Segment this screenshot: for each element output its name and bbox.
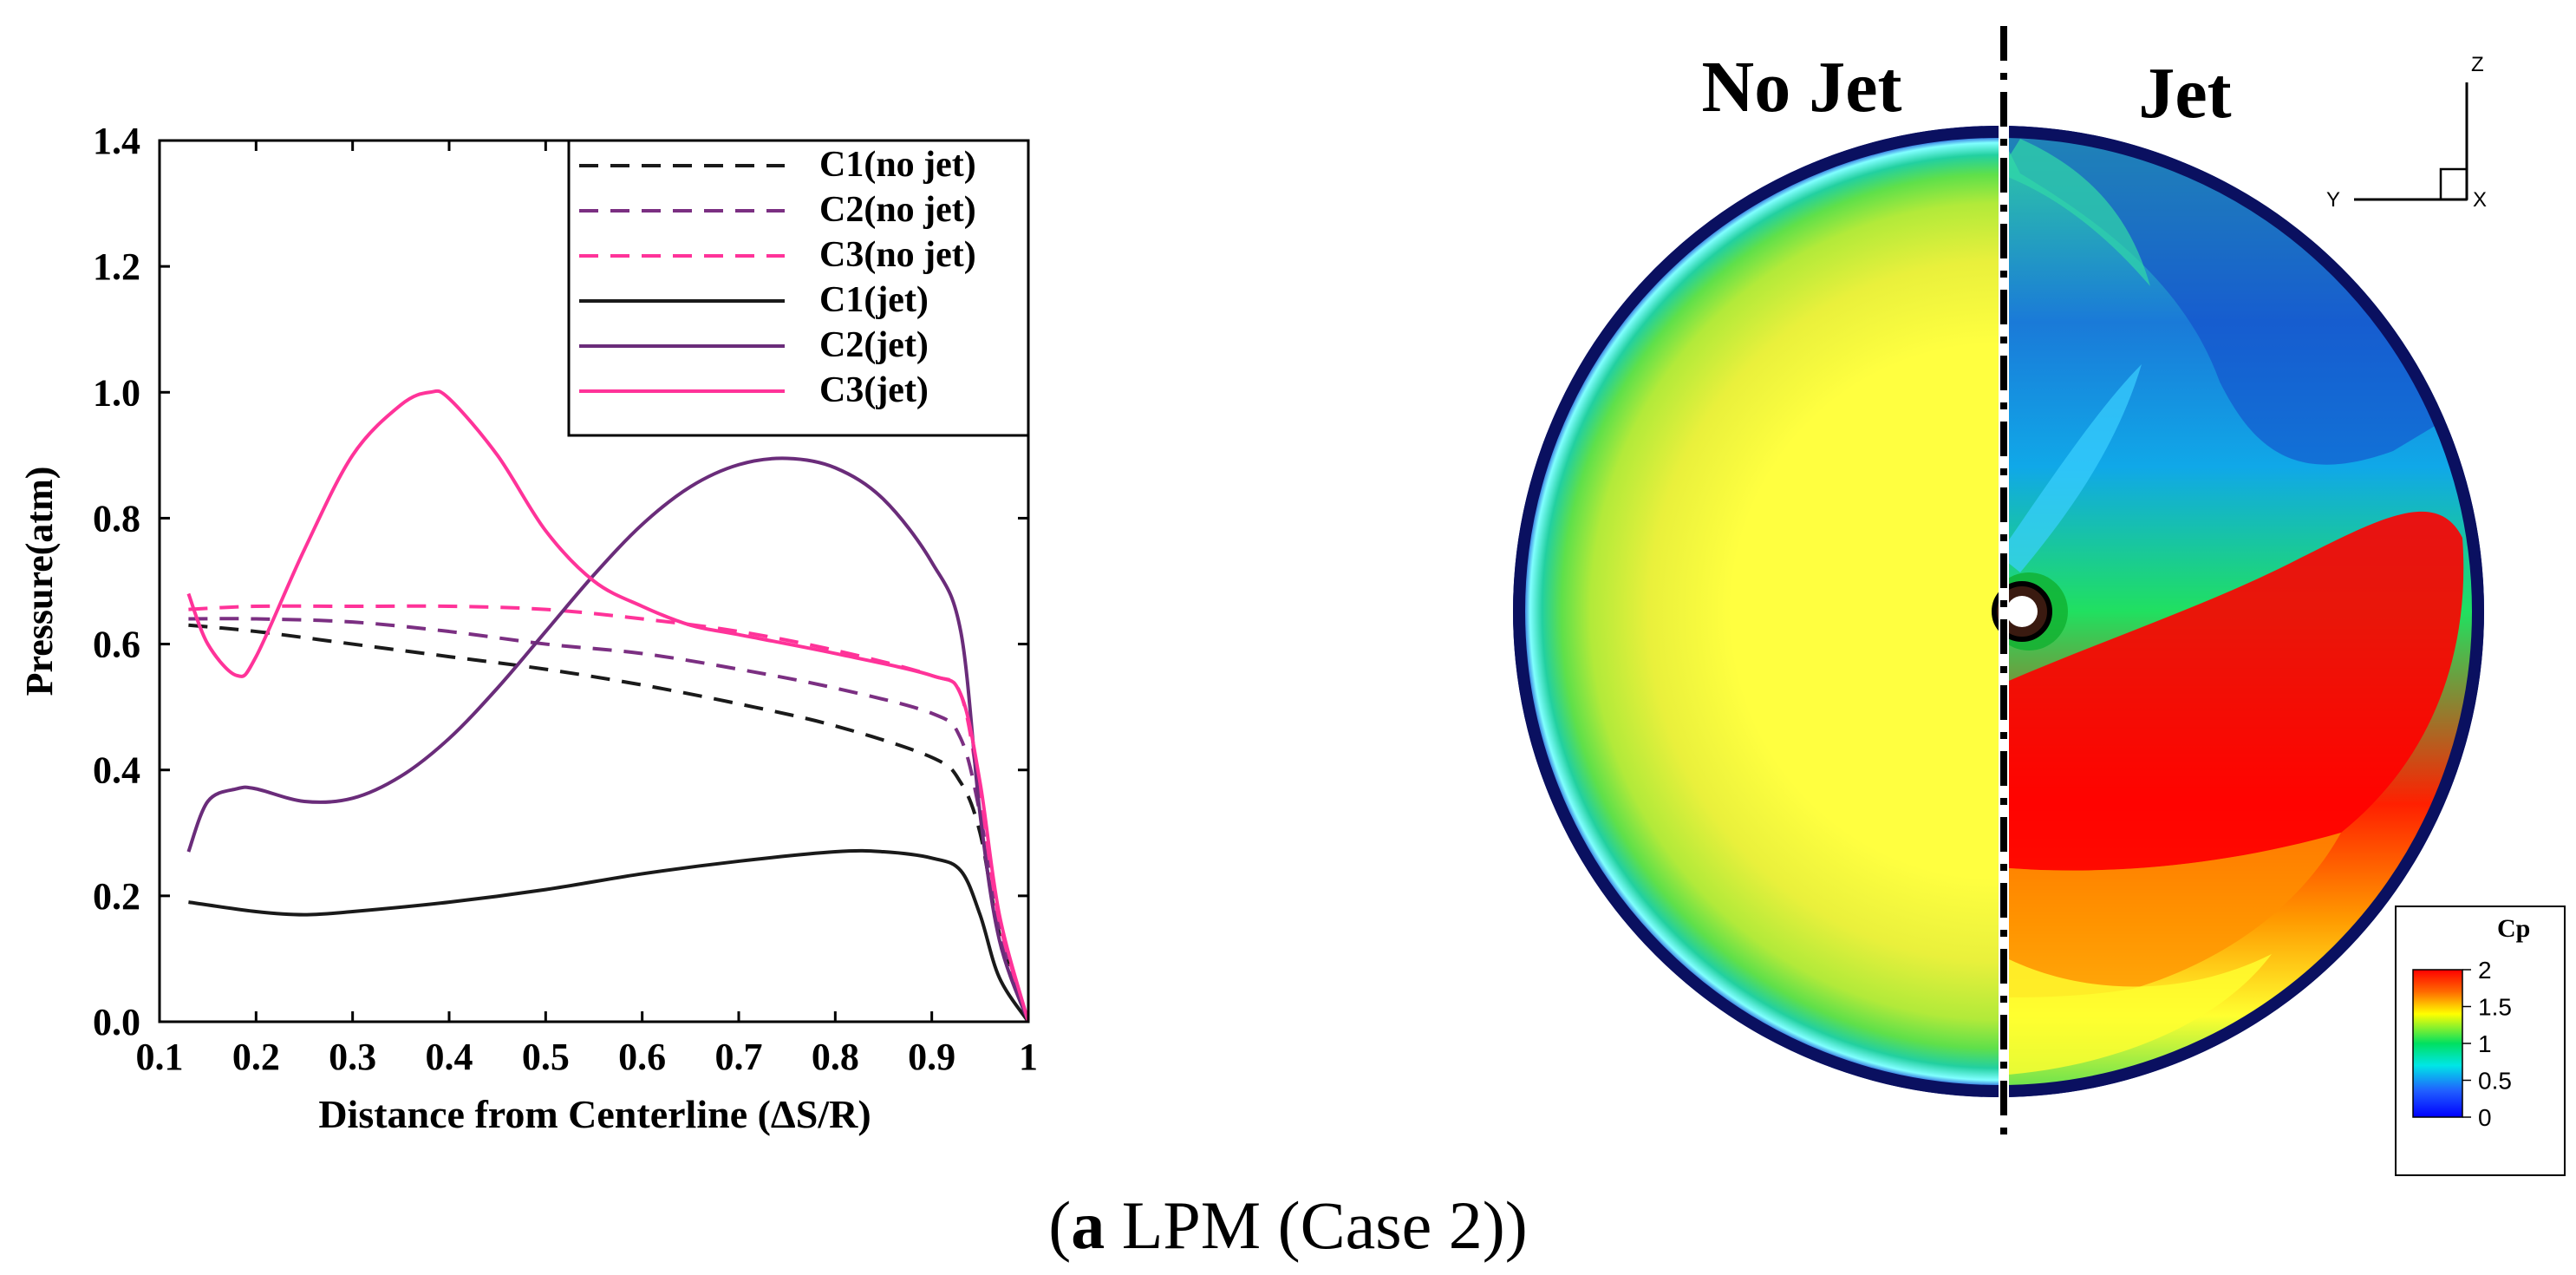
- y-tick-label: 0.6: [93, 624, 140, 666]
- colorbar-tick-label: 1: [2478, 1030, 2492, 1057]
- legend-label-c3-jet: C3(jet): [819, 370, 929, 410]
- series-line-c1-no-jet: [188, 623, 1028, 1022]
- y-axis-triad-label: Y: [2326, 188, 2340, 212]
- x-tick-label: 0.3: [329, 1036, 376, 1078]
- y-tick-label: 0.2: [93, 875, 140, 918]
- y-tick-label: 1.2: [93, 245, 140, 288]
- caption-letter: a: [1071, 1187, 1105, 1263]
- y-axis-label: Pressure(atm): [18, 467, 61, 696]
- series-layer: [186, 389, 1028, 1022]
- tick-layer: 0.1 0.2 0.3 0.4 0.5 0.6 0.7 0.8 0.9 1 0.0 0.2 0.4 0.6…: [93, 120, 1038, 1078]
- y-tick-label: 0.4: [93, 749, 140, 792]
- colorbar-title: Cp: [2497, 914, 2530, 943]
- x-tick-label: 0.7: [715, 1036, 763, 1078]
- legend-label-c3-no-jet: C3(no jet): [819, 235, 976, 275]
- legend-label-c2-no-jet: C2(no jet): [819, 190, 976, 230]
- x-tick-label: 0.4: [426, 1036, 473, 1078]
- legend-label-c1-no-jet: C1(no jet): [819, 145, 976, 185]
- y-tick-label: 0.0: [93, 1001, 140, 1043]
- axis-triad: Z Y X: [2326, 53, 2487, 212]
- figure-caption: (a LPM (Case 2)): [1048, 1187, 1528, 1263]
- y-tick-label: 0.8: [93, 497, 140, 539]
- legend: C1(no jet) C2(no jet) C3(no jet) C1(jet) C2(…: [567, 139, 1030, 437]
- line-chart: 0.1 0.2 0.3 0.4 0.5 0.6 0.7 0.8 0.9 1 0.0 0.2 0.4 0.6…: [18, 120, 1038, 1136]
- y-tick-label: 1.4: [93, 120, 140, 162]
- x-tick-label: 0.9: [908, 1036, 955, 1078]
- series-line-c3-jet: [186, 389, 1028, 1022]
- jet-label: Jet: [2138, 53, 2231, 134]
- x-tick-label: 1: [1019, 1036, 1038, 1078]
- series-line-c2-jet: [186, 456, 1028, 1022]
- legend-label-c2-jet: C2(jet): [819, 325, 929, 365]
- colorbar-tick-label: 1.5: [2478, 994, 2512, 1021]
- legend-items: C1(no jet) C2(no jet) C3(no jet) C1(jet) C2(…: [579, 145, 976, 410]
- series-line-c1-jet: [188, 848, 1028, 1022]
- colorbar-legend: Cp 2 1.5 1 0.5 0: [2395, 906, 2566, 1176]
- x-tick-label: 0.1: [136, 1036, 184, 1078]
- x-tick-label: 0.6: [618, 1036, 666, 1078]
- no-jet-label: No Jet: [1702, 47, 1902, 128]
- x-tick-label: 0.5: [522, 1036, 570, 1078]
- colorbar-gradient: [2412, 969, 2463, 1118]
- x-tick-label: 0.2: [232, 1036, 280, 1078]
- x-axis-triad-label: X: [2473, 188, 2487, 212]
- colorbar-tick-label: 0: [2478, 1104, 2492, 1131]
- colorbar-tick-label: 2: [2478, 957, 2492, 984]
- x-axis-label: Distance from Centerline (ΔS/R): [318, 1092, 871, 1136]
- x-tick-label: 0.8: [812, 1036, 859, 1078]
- jet-hole-inner: [2006, 596, 2038, 627]
- cp-contour-plot: No Jet Jet Z Y X Cp 2 1.5 1 0.5 0: [1439, 26, 2566, 1180]
- z-axis-label: Z: [2471, 53, 2484, 76]
- legend-box: [567, 139, 1030, 437]
- caption-text: LPM (Case 2): [1105, 1187, 1505, 1263]
- legend-label-c1-jet: C1(jet): [819, 280, 929, 320]
- colorbar-ticks: 2 1.5 1 0.5 0: [2462, 957, 2512, 1131]
- colorbar-tick-label: 0.5: [2478, 1068, 2512, 1095]
- y-tick-label: 1.0: [93, 371, 140, 414]
